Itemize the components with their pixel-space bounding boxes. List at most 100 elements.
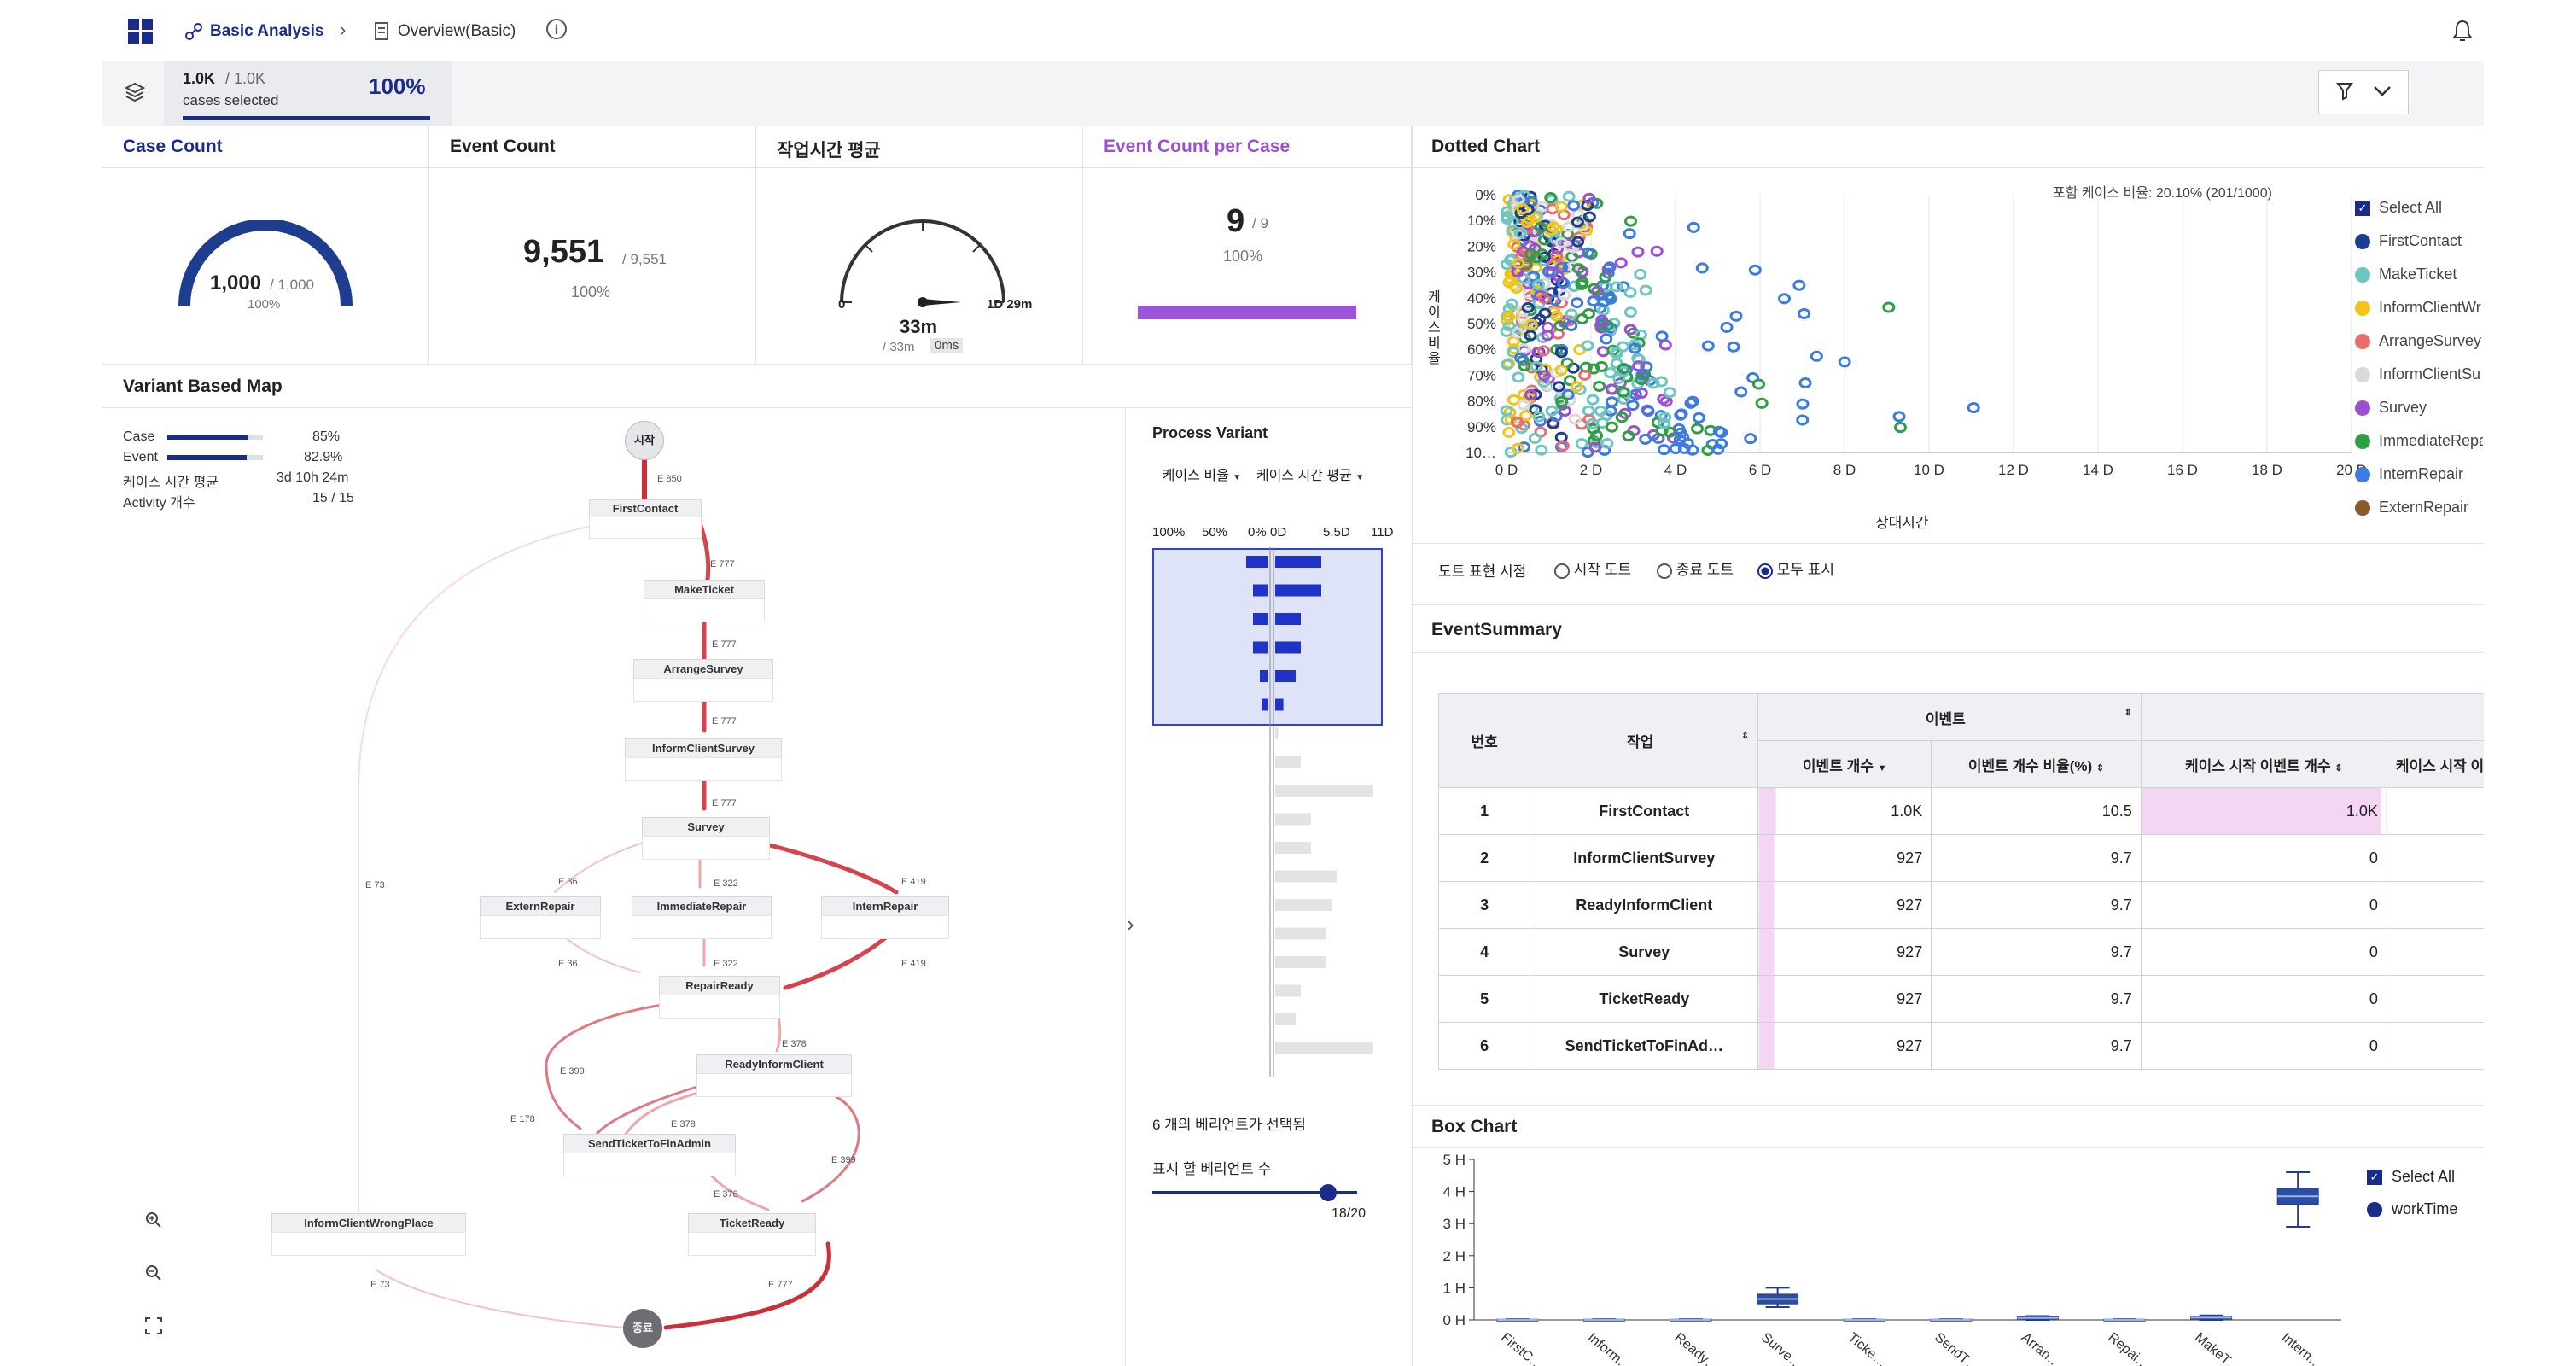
variant-time-bar[interactable] xyxy=(1275,641,1301,654)
breadcrumb-overview[interactable]: Overview(Basic) xyxy=(398,22,516,40)
process-node-immediate-repair[interactable]: ImmediateRepair xyxy=(632,896,772,939)
process-variant-bars[interactable] xyxy=(1152,547,1400,1102)
process-node-send-ticket[interactable]: SendTicketToFinAdmin xyxy=(563,1134,736,1176)
time-column-header[interactable]: 케이스 시간 평균 ▼ xyxy=(1248,464,1373,484)
end-node[interactable]: 종료 xyxy=(623,1309,662,1348)
variant-ratio-bar[interactable] xyxy=(1260,670,1268,682)
fit-view-icon[interactable] xyxy=(145,1317,162,1339)
legend-item[interactable]: ImmediateRepa xyxy=(2355,424,2483,458)
zoom-out-icon[interactable] xyxy=(145,1264,162,1286)
radio-start-dot[interactable]: 시작 도트 xyxy=(1554,557,1631,579)
variant-time-bar[interactable] xyxy=(1275,556,1321,568)
process-node-repair-ready[interactable]: RepairReady xyxy=(659,976,780,1019)
layers-icon[interactable] xyxy=(124,82,146,108)
event-dot xyxy=(1507,394,1520,406)
legend-item[interactable]: Survey xyxy=(2355,391,2483,424)
process-node-inform-client-survey[interactable]: InformClientSurvey xyxy=(625,738,782,781)
node-label: MakeTicket xyxy=(644,580,765,600)
legend-item[interactable]: ArrangeSurvey xyxy=(2355,324,2483,358)
variant-time-bar[interactable] xyxy=(1275,1013,1296,1025)
variant-time-bar[interactable] xyxy=(1275,613,1301,625)
process-node-survey[interactable]: Survey xyxy=(642,817,770,860)
variant-time-bar[interactable] xyxy=(1275,727,1279,739)
case-selection-card[interactable]: 1.0K / 1.0K cases selected 100% xyxy=(164,61,452,126)
variant-ratio-bar[interactable] xyxy=(1253,613,1268,625)
variant-time-bar[interactable] xyxy=(1275,870,1337,883)
col-header-task[interactable]: 작업 ⇕ xyxy=(1530,693,1759,788)
col-header-case-start[interactable]: 케이스 시작 이벤트 개수 ⇕ xyxy=(2140,740,2387,788)
app-grid-icon[interactable] xyxy=(128,19,154,44)
table-row[interactable]: 6 SendTicketToFinAd… 927 9.7 0 xyxy=(1438,1022,2484,1070)
box-legend-select-all[interactable]: ✓ Select All xyxy=(2367,1168,2455,1186)
process-node-extern-repair[interactable]: ExternRepair xyxy=(480,896,601,939)
variant-time-bar[interactable] xyxy=(1275,842,1311,854)
process-node-make-ticket[interactable]: MakeTicket xyxy=(644,580,765,622)
event-dot xyxy=(1537,345,1551,357)
variant-time-bar[interactable] xyxy=(1275,984,1301,997)
process-node-ready-inform-client[interactable]: ReadyInformClient xyxy=(696,1054,852,1097)
radio-end-dot[interactable]: 종료 도트 xyxy=(1657,557,1734,579)
node-label: ImmediateRepair xyxy=(632,896,772,917)
process-node-ticket-ready[interactable]: TicketReady xyxy=(688,1213,816,1256)
y-tick-label: 90% xyxy=(1467,419,1496,435)
collapse-chevron-icon[interactable]: › xyxy=(1127,911,1134,937)
col-header-event-count[interactable]: 이벤트 개수 ▼ xyxy=(1757,740,1932,788)
dot-mode-label: 도트 표현 시점 xyxy=(1438,563,1527,580)
col-header-event-group[interactable]: 이벤트 ⇕ xyxy=(1757,693,2142,741)
legend-item[interactable]: ExternRepair xyxy=(2355,491,2483,524)
slider-thumb[interactable] xyxy=(1320,1184,1337,1201)
box-chart-svg[interactable]: 0 H 1 H 2 H 3 H 4 H 5 H FirstC… Inform… Ready… Su… xyxy=(1413,1153,2352,1366)
legend-item[interactable]: MakeTicket xyxy=(2355,258,2483,291)
sort-icon: ⇕ xyxy=(1740,731,1750,741)
ratio-column-header[interactable]: 케이스 비율 ▼ xyxy=(1157,464,1246,484)
event-dot xyxy=(1554,236,1568,248)
process-node-arrange-survey[interactable]: ArrangeSurvey xyxy=(633,659,773,702)
table-row[interactable]: 4 Survey 927 9.7 0 xyxy=(1438,928,2484,976)
variant-time-bar[interactable] xyxy=(1275,927,1326,940)
variant-ratio-bar[interactable] xyxy=(1253,584,1268,597)
legend-item[interactable]: InternRepair xyxy=(2355,458,2483,491)
table-row[interactable]: 3 ReadyInformClient 927 9.7 0 xyxy=(1438,881,2484,929)
process-node-first-contact[interactable]: FirstContact xyxy=(589,499,702,539)
variant-time-bar[interactable] xyxy=(1275,785,1373,797)
edge-label: E 73 xyxy=(370,1280,390,1290)
radio-show-all[interactable]: 모두 표시 xyxy=(1757,557,1834,579)
col-header-event-ratio[interactable]: 이벤트 개수 비율(%) ⇕ xyxy=(1931,740,2142,788)
variant-time-bar[interactable] xyxy=(1275,756,1301,768)
variant-ratio-bar[interactable] xyxy=(1253,641,1268,654)
variant-slider[interactable] xyxy=(1152,1181,1357,1206)
zoom-in-icon[interactable] xyxy=(145,1211,162,1233)
col-header-case-start-2[interactable]: 케이스 시작 이벤트 개수 xyxy=(2386,740,2484,788)
variant-time-bar[interactable] xyxy=(1275,698,1284,711)
variant-time-bar[interactable] xyxy=(1275,899,1332,911)
legend-label: InformClientWr xyxy=(2379,299,2481,316)
event-dot xyxy=(1604,293,1617,305)
legend-item[interactable]: FirstContact xyxy=(2355,225,2483,258)
process-node-intern-repair[interactable]: InternRepair xyxy=(821,896,949,939)
variant-ratio-bar[interactable] xyxy=(1246,556,1268,568)
table-row[interactable]: 2 InformClientSurvey 927 9.7 0 xyxy=(1438,834,2484,882)
filter-dropdown[interactable] xyxy=(2318,70,2409,114)
table-row[interactable]: 5 TicketReady 927 9.7 0 xyxy=(1438,975,2484,1023)
table-row[interactable]: 1 FirstContact 1.0K 10.5 1.0K xyxy=(1438,787,2484,835)
event-dot xyxy=(1575,438,1588,450)
box-chart-title: Box Chart xyxy=(1431,1117,1518,1136)
event-dot xyxy=(1500,405,1513,417)
variant-ratio-bar[interactable] xyxy=(1262,698,1268,711)
legend-item[interactable]: InformClientSu xyxy=(2355,358,2483,391)
variant-time-bar[interactable] xyxy=(1275,584,1321,597)
breadcrumb-basic-analysis[interactable]: Basic Analysis xyxy=(210,22,324,40)
bell-icon[interactable] xyxy=(2451,19,2474,47)
info-icon[interactable]: i xyxy=(546,19,567,39)
process-node-inform-client-wrong-place[interactable]: InformClientWrongPlace xyxy=(271,1213,466,1256)
legend-select-all[interactable]: ✓ Select All xyxy=(2355,191,2483,225)
variant-time-bar[interactable] xyxy=(1275,670,1296,682)
start-node[interactable]: 시작 xyxy=(625,421,664,460)
variant-time-bar[interactable] xyxy=(1275,1042,1373,1054)
variant-time-bar[interactable] xyxy=(1275,813,1311,826)
legend-item[interactable]: InformClientWr xyxy=(2355,291,2483,324)
box-legend-worktime[interactable]: workTime xyxy=(2367,1200,2457,1218)
work-time-sub: / 33m xyxy=(883,340,915,354)
variant-time-bar[interactable] xyxy=(1275,956,1326,968)
